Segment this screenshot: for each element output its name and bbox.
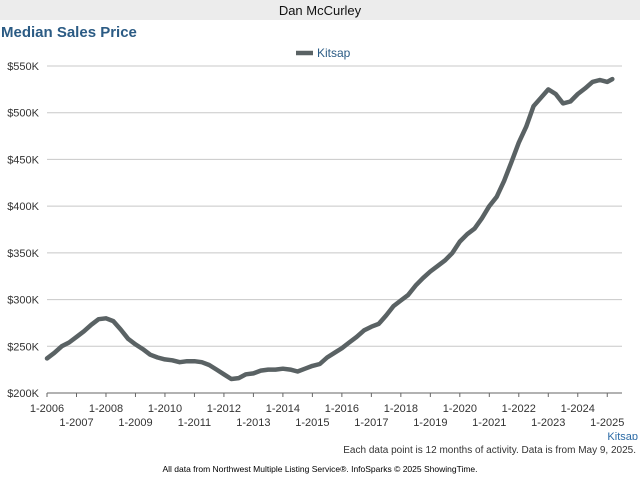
y-tick-label: $200K [7,388,39,400]
agent-name: Dan McCurley [278,3,362,18]
y-tick-label: $250K [7,341,39,353]
x-tick-label: 1-2019 [413,417,447,429]
legend-label: Kitsap [317,46,351,60]
x-tick-label: 1-2022 [502,403,536,415]
chart-title: Median Sales Price [1,24,137,41]
y-tick-label: $350K [7,248,39,260]
y-tick-label: $450K [7,154,39,166]
x-tick-label: 1-2020 [443,403,477,415]
footnote: Each data point is 12 months of activity… [343,445,636,456]
y-tick-label: $400K [7,201,39,213]
x-tick-label: 1-2012 [207,403,241,415]
x-tick-label: 1-2016 [325,403,359,415]
report-header: Dan McCurley [0,0,640,20]
copyright-notice: All data from Northwest Multiple Listing… [162,464,478,474]
x-tick-label: 1-2015 [295,417,329,429]
x-tick-label: 1-2008 [89,403,123,415]
x-tick-label: 1-2009 [118,417,152,429]
x-tick-label: 1-2006 [30,403,64,415]
x-tick-label: 1-2011 [178,417,211,429]
area-label: Kitsap [607,431,638,440]
x-tick-label: 1-2018 [384,403,418,415]
x-tick-label: 1-2024 [561,403,595,415]
x-tick-label: 1-2017 [354,417,388,429]
x-tick-label: 1-2007 [59,417,93,429]
x-tick-label: 1-2023 [531,417,565,429]
y-tick-label: $500K [7,108,39,120]
series-line-kitsap [44,76,615,382]
y-tick-label: $550K [7,61,39,73]
y-tick-label: $300K [7,295,39,307]
x-tick-label: 1-2013 [236,417,270,429]
x-tick-label: 1-2021 [472,417,506,429]
line-chart: $200K $250K $300K $350K $400K $450K $500K $550K… [7,46,638,440]
x-tick-label: 1-2010 [148,403,182,415]
x-tick-label: 1-2014 [266,403,300,415]
x-tick-label: 1-2025 [590,417,624,429]
